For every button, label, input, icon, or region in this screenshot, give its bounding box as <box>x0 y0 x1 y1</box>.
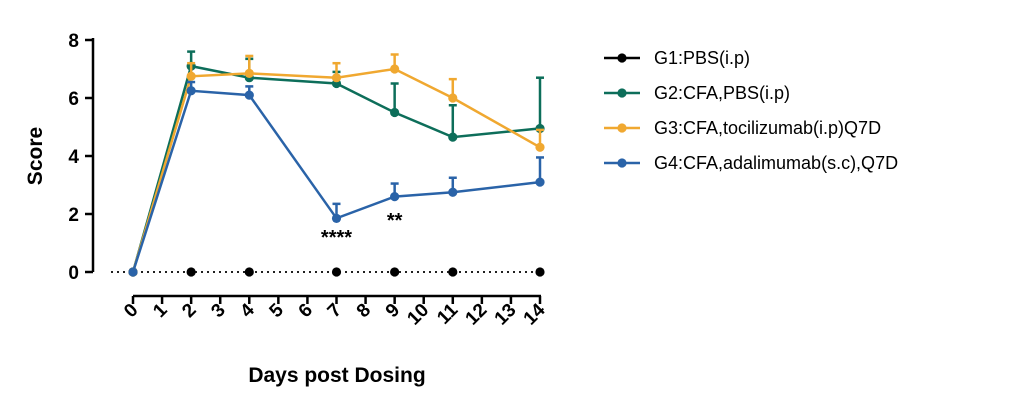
x-tick-label: 13 <box>491 300 521 330</box>
data-point <box>331 213 342 223</box>
y-tick-label: 0 <box>68 263 79 284</box>
series-3 <box>128 53 545 277</box>
legend: G1:PBS(i.p) G2:CFA,PBS(i.p) G3:CFA,tociliz… <box>604 48 898 173</box>
x-tick-label: 11 <box>433 299 462 328</box>
y-tick-label: 8 <box>68 31 79 52</box>
data-point <box>331 267 342 277</box>
x-tick-label: 4 <box>236 299 259 322</box>
legend-item-3: G3:CFA,tocilizumab(i.p)Q7D <box>604 118 881 138</box>
x-tick-label: 10 <box>403 300 433 330</box>
data-point <box>128 267 138 277</box>
legend-swatch-marker <box>617 123 627 133</box>
x-tick-label: 7 <box>324 300 346 322</box>
x-tick-label: 8 <box>353 300 375 322</box>
data-point <box>244 90 254 100</box>
legend-swatch-marker <box>617 53 627 63</box>
series-4 <box>128 80 545 277</box>
data-point <box>448 187 458 197</box>
data-point <box>390 192 400 202</box>
data-point <box>186 86 196 96</box>
data-point <box>186 267 196 277</box>
legend-item-2: G2:CFA,PBS(i.p) <box>604 83 790 103</box>
legend-label: G1:PBS(i.p) <box>654 48 750 68</box>
data-point <box>331 73 342 83</box>
y-tick-label: 2 <box>68 205 79 226</box>
significance-label: ** <box>387 210 403 232</box>
series-1 <box>111 267 545 277</box>
legend-label: G2:CFA,PBS(i.p) <box>654 83 790 103</box>
y-tick-label: 6 <box>68 89 79 110</box>
data-point <box>448 132 458 142</box>
data-point <box>186 71 196 81</box>
data-point <box>535 142 545 152</box>
data-point <box>390 267 400 277</box>
data-point <box>535 267 545 277</box>
significance-label: **** <box>321 227 352 249</box>
x-tick-label: 0 <box>120 300 142 322</box>
x-tick-label: 5 <box>266 299 289 322</box>
y-tick-label: 4 <box>68 147 79 168</box>
x-tick-label: 2 <box>178 300 200 322</box>
x-tick-label: 3 <box>207 300 229 322</box>
legend-swatch-marker <box>617 88 627 98</box>
x-tick-label: 9 <box>382 300 404 322</box>
series-layer <box>111 50 545 277</box>
y-axis-title: Score <box>24 127 47 185</box>
legend-swatch-marker <box>617 158 627 168</box>
annotations: ****** <box>321 210 403 249</box>
legend-label: G3:CFA,tocilizumab(i.p)Q7D <box>654 118 881 138</box>
x-axis-title: Days post Dosing <box>248 364 425 387</box>
legend-label: G4:CFA,adalimumab(s.c),Q7D <box>654 153 898 173</box>
data-point <box>390 64 400 74</box>
x-tick-label: 12 <box>462 300 492 330</box>
data-point <box>448 267 458 277</box>
data-point <box>244 68 254 78</box>
data-point <box>448 93 458 103</box>
data-point <box>535 177 545 187</box>
data-point <box>244 267 254 277</box>
x-tick-label: 1 <box>149 299 172 322</box>
legend-item-4: G4:CFA,adalimumab(s.c),Q7D <box>604 153 898 173</box>
legend-item-1: G1:PBS(i.p) <box>604 48 750 68</box>
x-tick-label: 14 <box>520 299 550 329</box>
x-tick-label: 6 <box>295 300 317 322</box>
data-point <box>390 107 400 118</box>
